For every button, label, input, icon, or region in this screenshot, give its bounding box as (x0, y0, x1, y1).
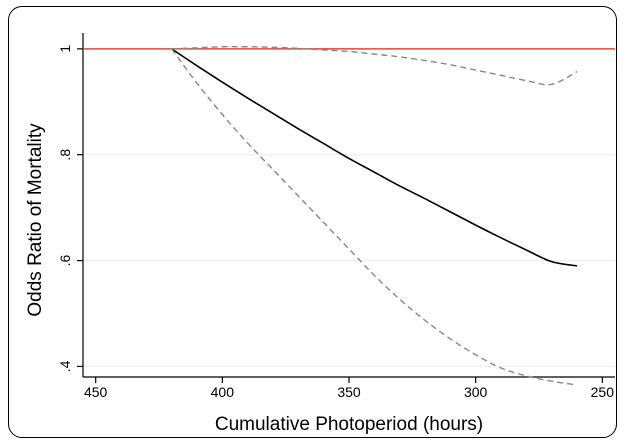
y-axis-title: Odds Ratio of Mortality (25, 123, 46, 317)
grid-lines (83, 48, 615, 367)
y-tick-label: .4 (57, 360, 73, 372)
tick-marks: .4 .6 .8 1 450 400 350 300 250 (57, 45, 614, 400)
x-tick-label: 300 (464, 384, 488, 400)
x-tick-label: 250 (591, 384, 615, 400)
y-tick-label: 1 (57, 45, 73, 53)
series-group (171, 45, 578, 386)
axes (82, 33, 615, 378)
series-line-estimate (171, 48, 578, 267)
x-tick-label: 450 (84, 384, 108, 400)
series-line-upper-ci (171, 45, 578, 86)
x-axis-title: Cumulative Photoperiod (hours) (215, 414, 483, 435)
y-tick-label: .6 (57, 255, 73, 267)
series-line-lower-ci (171, 48, 578, 386)
x-tick-label: 350 (337, 384, 361, 400)
x-tick-label: 400 (211, 384, 235, 400)
y-tick-label: .8 (57, 149, 73, 161)
